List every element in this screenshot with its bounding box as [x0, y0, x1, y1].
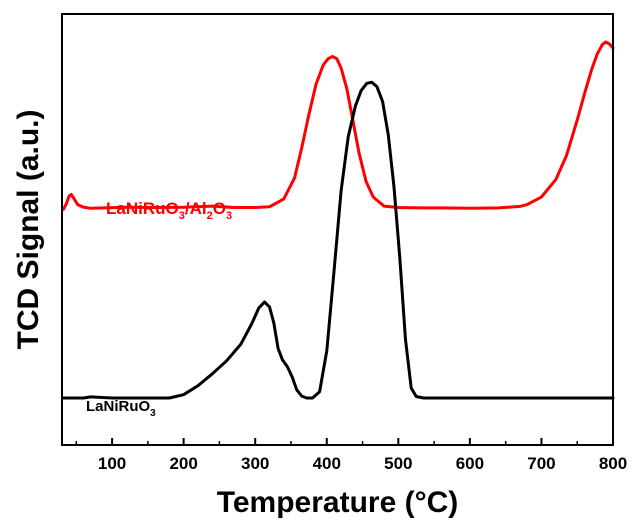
x-tick-label: 300: [241, 454, 269, 473]
x-tick-label: 700: [527, 454, 555, 473]
x-tick-label: 100: [98, 454, 126, 473]
x-tick-label: 500: [384, 454, 412, 473]
x-tick-label: 600: [456, 454, 484, 473]
series-line-lanirruo3-al2o3: [61, 40, 615, 211]
series-label-lanirruo3: LaNiRuO3: [86, 398, 156, 419]
x-axis-title: Temperature (°C): [217, 486, 458, 519]
series-line-lanirruo3: [61, 80, 615, 400]
x-tick-label: 800: [599, 454, 627, 473]
x-tick-label: 200: [169, 454, 197, 473]
series-layer: [61, 40, 615, 400]
series-label-lanirruo3-al2o3: LaNiRuO3/Al2O3: [106, 199, 232, 222]
y-axis-title: TCD Signal (a.u.): [12, 110, 45, 350]
x-axis-ticks: 100 200 300 400 500 600 700 800: [75, 438, 627, 473]
x-tick-label: 400: [313, 454, 341, 473]
plot-frame: [61, 13, 614, 446]
plot-area: [61, 13, 615, 446]
series-labels: LaNiRuO3/Al2O3 LaNiRuO3: [86, 199, 232, 419]
